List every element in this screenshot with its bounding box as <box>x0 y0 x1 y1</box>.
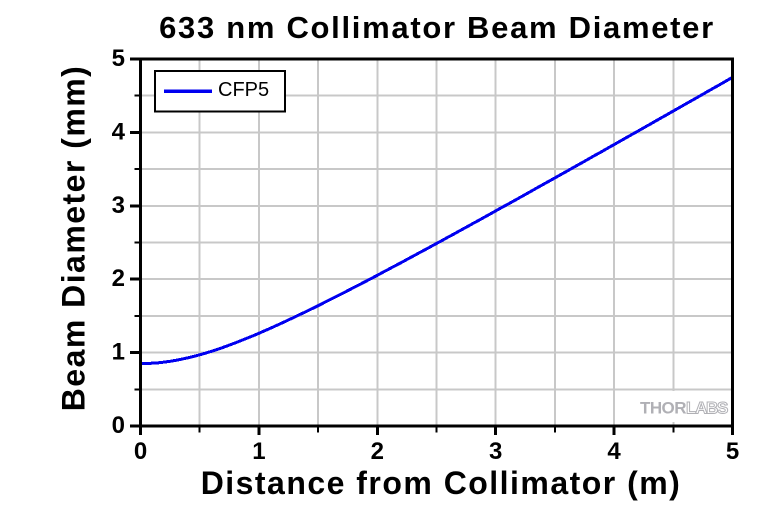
svg-text:3: 3 <box>489 438 502 465</box>
svg-text:THOR: THOR <box>640 399 686 418</box>
svg-text:3: 3 <box>112 192 125 219</box>
svg-text:Distance from Collimator (m): Distance from Collimator (m) <box>201 465 682 501</box>
svg-text:CFP5: CFP5 <box>218 79 269 101</box>
svg-text:5: 5 <box>726 438 739 465</box>
svg-text:0: 0 <box>134 438 147 465</box>
svg-text:1: 1 <box>112 339 125 366</box>
svg-text:0: 0 <box>112 412 125 439</box>
svg-text:LABS: LABS <box>686 399 728 418</box>
svg-text:4: 4 <box>112 118 126 145</box>
svg-text:2: 2 <box>112 265 125 292</box>
svg-text:633 nm Collimator Beam Diamete: 633 nm Collimator Beam Diameter <box>159 10 715 45</box>
svg-text:5: 5 <box>112 45 125 72</box>
svg-text:4: 4 <box>607 438 621 465</box>
svg-text:Beam Diameter (mm): Beam Diameter (mm) <box>56 65 92 412</box>
svg-text:1: 1 <box>252 438 265 465</box>
svg-text:2: 2 <box>371 438 384 465</box>
